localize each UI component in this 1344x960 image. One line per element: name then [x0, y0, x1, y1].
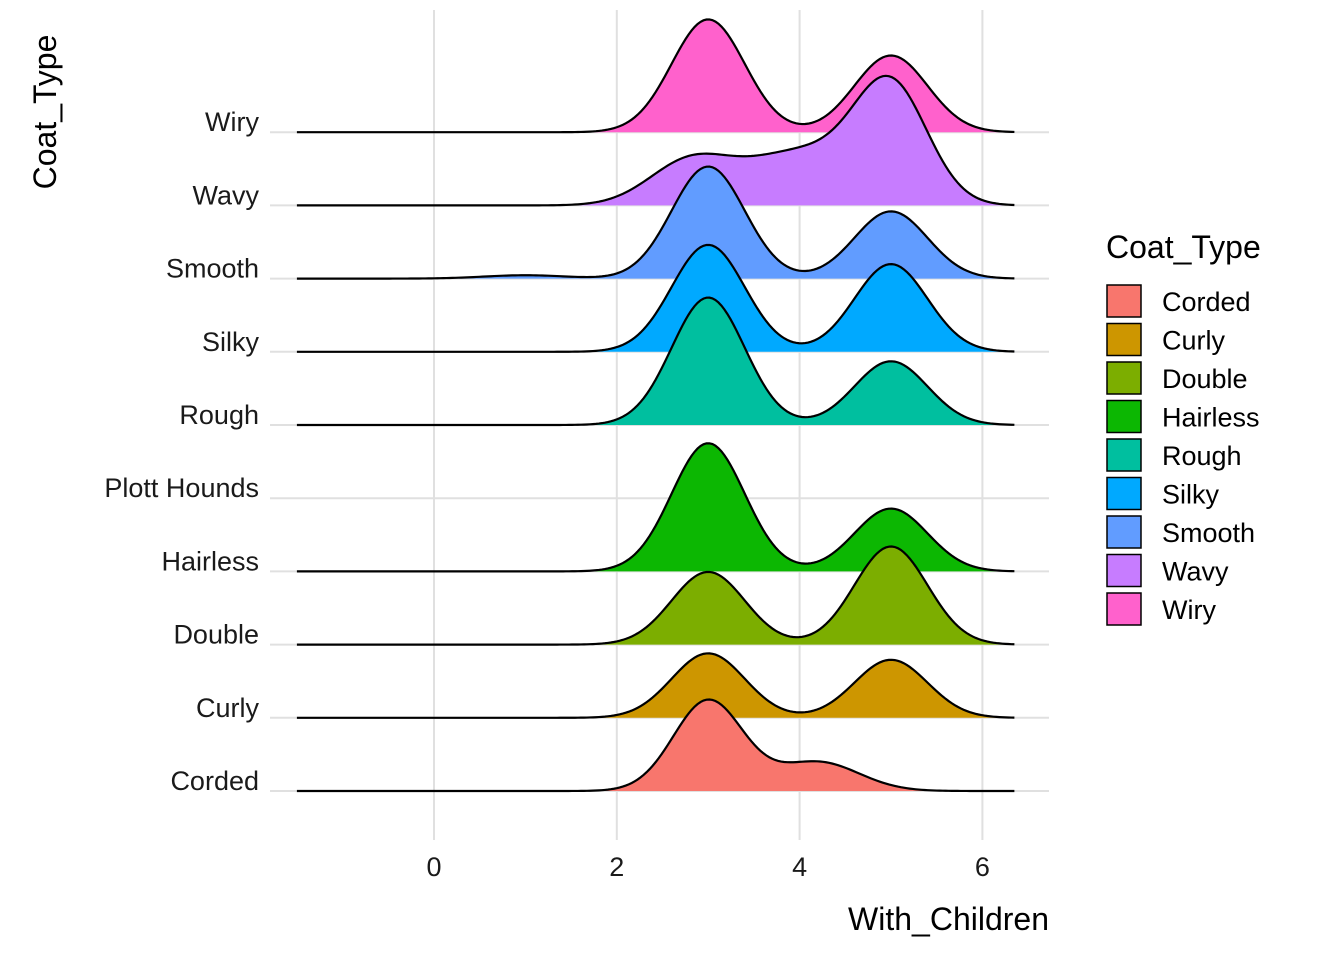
- ridge-area-hairless: [296, 443, 1015, 572]
- x-tick-label: 2: [609, 852, 624, 882]
- legend-swatch: [1106, 438, 1142, 472]
- y-tick-label: Wiry: [205, 107, 259, 137]
- legend-swatch: [1106, 515, 1142, 549]
- legend-swatch: [1106, 284, 1142, 318]
- legend-swatch: [1106, 476, 1142, 511]
- y-tick-label: Curly: [196, 693, 260, 723]
- y-tick-label: Silky: [202, 327, 260, 357]
- legend-swatch: [1106, 553, 1142, 588]
- ridge-area-corded: [296, 699, 1015, 791]
- ridge-area-double: [296, 546, 1015, 645]
- ridge-area-rough: [296, 297, 1015, 425]
- ridge-line-curly: [296, 652, 1015, 719]
- legend-title: Coat_Type: [1106, 229, 1261, 265]
- legend-label: Rough: [1162, 441, 1242, 471]
- y-tick-label: Smooth: [166, 254, 259, 284]
- legend-label: Wiry: [1162, 595, 1216, 625]
- x-tick-label: 4: [792, 852, 807, 882]
- y-tick-label: Double: [173, 620, 259, 650]
- legend-label: Smooth: [1162, 518, 1255, 548]
- y-tick-label: Rough: [179, 400, 259, 430]
- ridge-area-curly: [296, 653, 1015, 718]
- legend-swatch: [1106, 399, 1142, 434]
- legend-swatch: [1106, 322, 1142, 357]
- legend-label: Curly: [1162, 326, 1226, 356]
- ridge-line-wiry: [296, 18, 1015, 134]
- ridge-line-silky: [296, 243, 1015, 353]
- y-tick-label: Plott Hounds: [104, 473, 259, 503]
- legend-label: Double: [1162, 364, 1248, 394]
- legend: Coat_Type Corded Curly Double Hairless Rough…: [1106, 229, 1261, 626]
- ridge-line-smooth: [296, 165, 1015, 280]
- ridge-line-hairless: [296, 442, 1015, 573]
- legend-swatch: [1106, 592, 1142, 626]
- ridge-line-wavy: [296, 74, 1015, 207]
- ridges: [296, 18, 1015, 793]
- x-tick-label: 6: [975, 852, 990, 882]
- ridge-area-wavy: [296, 75, 1015, 206]
- y-tick-labels: Corded Curly Double Hairless Plott Hounds Rou…: [104, 107, 259, 796]
- ridge-area-wiry: [296, 19, 1015, 133]
- ridge-line-double: [296, 545, 1015, 646]
- ridge-area-smooth: [296, 166, 1015, 279]
- legend-label: Hairless: [1162, 403, 1260, 433]
- x-tick-labels: 0 2 4 6: [426, 852, 989, 882]
- y-tick-label: Hairless: [161, 546, 259, 576]
- legend-label: Wavy: [1162, 557, 1229, 587]
- legend-label: Corded: [1162, 287, 1251, 317]
- x-tick-label: 0: [426, 852, 441, 882]
- y-tick-label: Wavy: [193, 180, 260, 210]
- y-axis-title: Coat_Type: [27, 35, 63, 190]
- x-axis-title: With_Children: [848, 901, 1049, 937]
- legend-swatch: [1106, 361, 1142, 395]
- ridge-line-rough: [296, 296, 1015, 427]
- ridge-line-corded: [296, 698, 1015, 793]
- legend-label: Silky: [1162, 480, 1220, 510]
- y-tick-label: Corded: [170, 766, 259, 796]
